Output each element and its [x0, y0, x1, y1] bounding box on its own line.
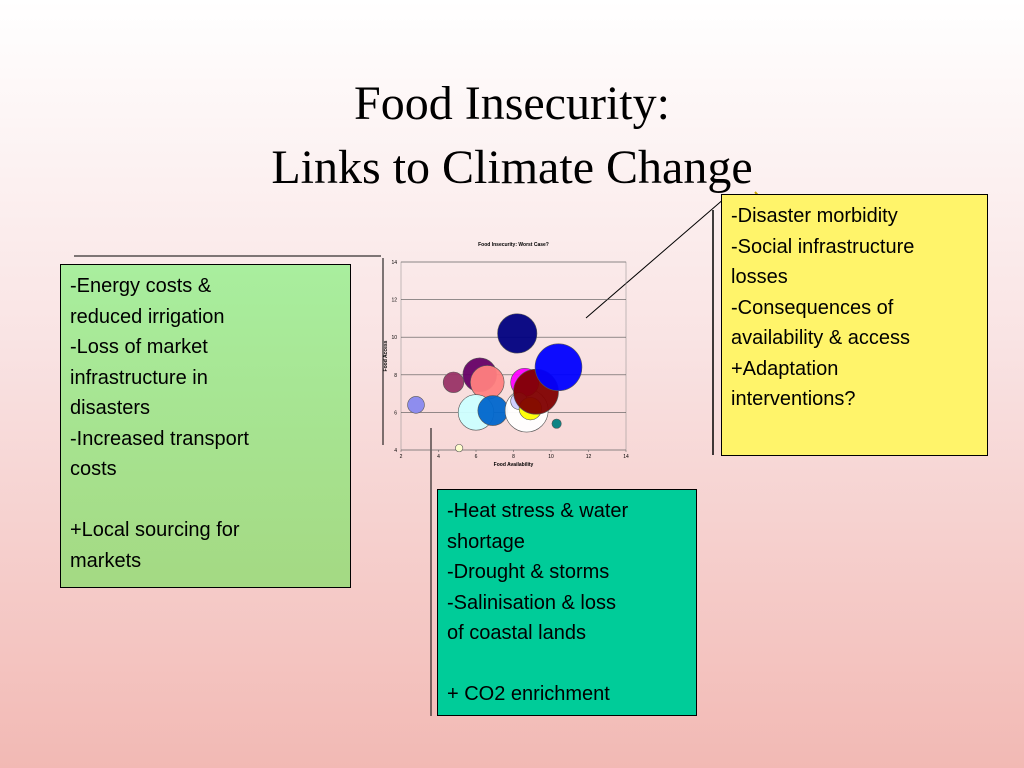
slide-title: Food Insecurity: Links to Climate Change: [0, 72, 1024, 200]
box-line: -Social infrastructure: [731, 235, 915, 258]
y-axis-label: Food Access: [383, 340, 389, 371]
x-tick-label: 14: [623, 454, 629, 460]
box-line: -Heat stress & water: [447, 500, 629, 522]
box-line: of coastal lands: [447, 622, 586, 644]
box-line: -Consequences of: [731, 296, 894, 319]
box-line: costs: [70, 458, 117, 480]
box-line: + CO2 enrichment: [447, 683, 610, 705]
box-line: +Local sourcing for: [70, 519, 240, 541]
connector-right-diagonal: [585, 197, 726, 319]
x-tick-label: 2: [400, 454, 403, 460]
box-line: markets: [70, 549, 142, 572]
x-tick-label: 8: [512, 454, 515, 460]
y-tick-label: 8: [394, 373, 397, 379]
x-tick-label: 4: [437, 454, 440, 460]
box-line: -Energy costs &: [70, 275, 212, 297]
y-tick-label: 6: [394, 410, 397, 416]
bubble-point: [551, 418, 562, 429]
box-line: [70, 485, 341, 516]
box-line: disasters: [70, 397, 151, 419]
bubble-point: [477, 395, 509, 426]
heat-stress-box: -Heat stress & water shortage -Drought & s…: [437, 489, 697, 716]
box-line: reduced irrigation: [70, 305, 225, 328]
y-tick-label: 4: [394, 448, 397, 454]
bubble-chart: 4 6 8 10 12 14 2 4 6 8 10 12 14 Food Insecurity: Wors…: [378, 236, 638, 472]
y-tick-label: 12: [391, 298, 397, 304]
disaster-box: -Disaster morbidity -Social infrastructur…: [721, 194, 988, 456]
bubble-point: [442, 371, 465, 393]
y-tick-label: 10: [391, 335, 397, 341]
box-line: interventions?: [731, 388, 856, 410]
box-line: -Increased transport: [70, 427, 249, 450]
box-line: shortage: [447, 530, 525, 553]
x-tick-label: 12: [586, 454, 592, 460]
box-line: -Drought & storms: [447, 561, 610, 583]
box-line: -Salinisation & loss: [447, 591, 616, 614]
box-line: -Loss of market: [70, 336, 208, 358]
x-axis-label: Food Availability: [494, 462, 534, 468]
bubble-point: [534, 343, 583, 392]
bubble-point: [455, 444, 464, 453]
y-tick-label: 14: [391, 260, 397, 266]
box-line: [447, 649, 687, 680]
box-line: losses: [731, 266, 788, 288]
bubble-point: [497, 313, 538, 354]
title-line-2: Links to Climate Change: [271, 141, 753, 194]
energy-box: -Energy costs & reduced irrigation -Loss o…: [60, 264, 351, 588]
box-line: availability & access: [731, 327, 910, 349]
title-line-1: Food Insecurity:: [354, 77, 670, 130]
x-tick-label: 6: [475, 454, 478, 460]
chart-title: Food Insecurity: Worst Case?: [478, 242, 549, 248]
box-line: -Disaster morbidity: [731, 205, 898, 227]
x-tick-label: 10: [548, 454, 554, 460]
box-line: infrastructure in: [70, 366, 208, 389]
bubble-point: [470, 365, 505, 400]
bubble-point: [407, 396, 425, 414]
box-line: +Adaptation: [731, 357, 839, 380]
